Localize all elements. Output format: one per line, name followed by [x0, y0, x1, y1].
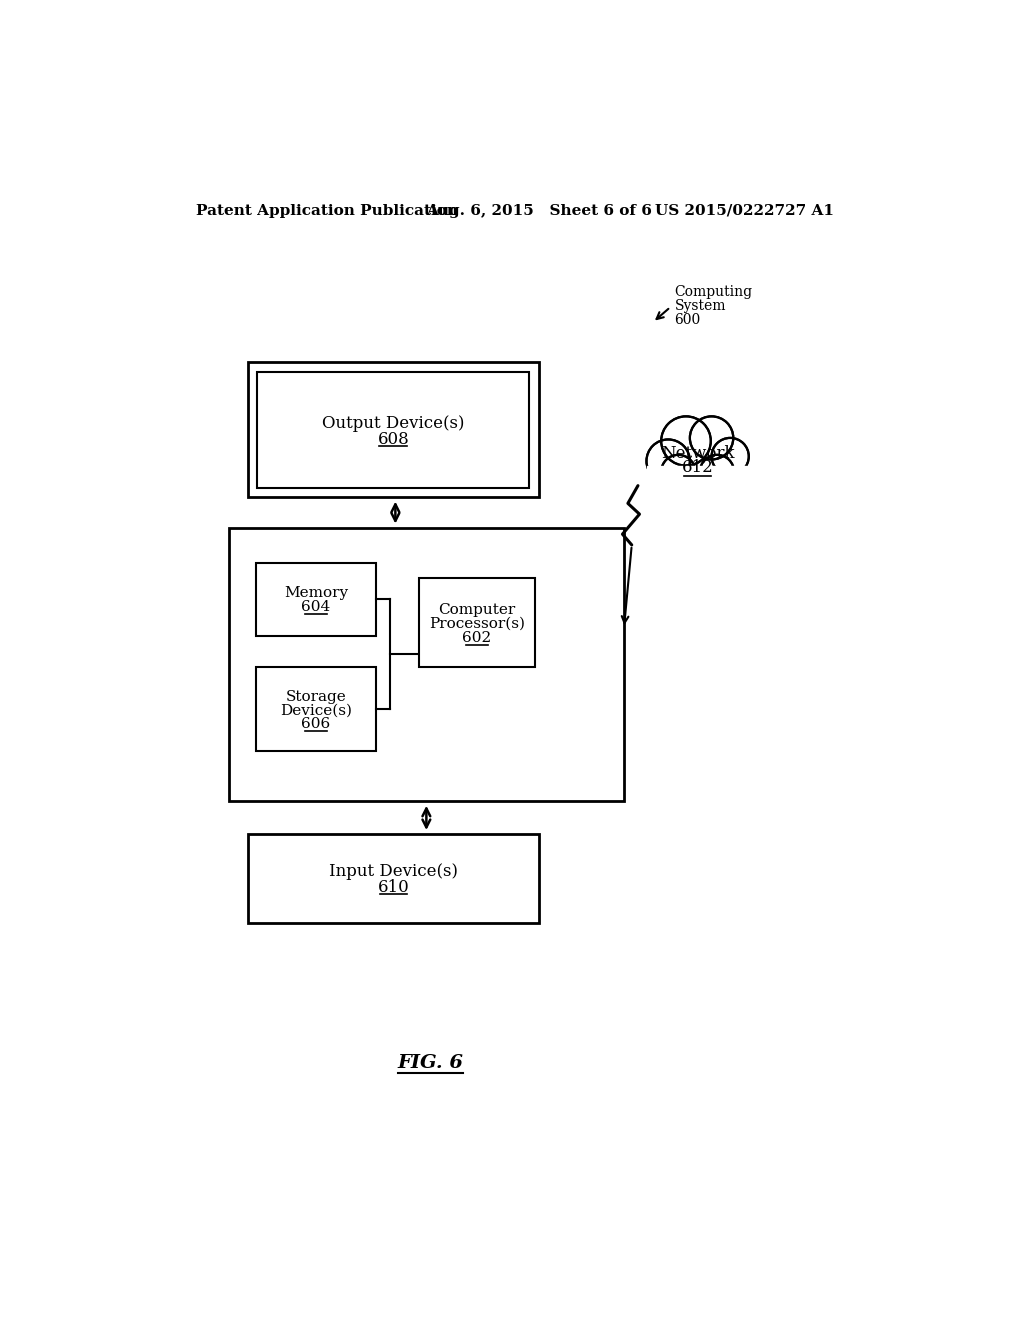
Circle shape: [690, 416, 733, 459]
Polygon shape: [646, 416, 749, 488]
Text: 610: 610: [378, 879, 410, 896]
Bar: [256, 667, 376, 751]
Text: Output Device(s): Output Device(s): [323, 416, 465, 432]
Circle shape: [662, 416, 711, 466]
Text: System: System: [675, 300, 726, 313]
Bar: [419, 578, 535, 667]
Text: Computer: Computer: [438, 603, 515, 616]
Text: Network: Network: [660, 445, 734, 462]
Bar: [228, 528, 624, 801]
Circle shape: [662, 455, 695, 488]
Text: Aug. 6, 2015   Sheet 6 of 6: Aug. 6, 2015 Sheet 6 of 6: [426, 203, 652, 218]
Text: 612: 612: [682, 459, 714, 477]
Text: Memory: Memory: [284, 586, 348, 601]
Text: US 2015/0222727 A1: US 2015/0222727 A1: [655, 203, 834, 218]
Text: Processor(s): Processor(s): [429, 616, 524, 631]
Text: 600: 600: [675, 313, 700, 327]
Text: Patent Application Publication: Patent Application Publication: [197, 203, 458, 218]
Bar: [248, 363, 539, 498]
Bar: [257, 372, 529, 488]
Text: 604: 604: [301, 599, 331, 614]
Bar: [248, 834, 539, 923]
Circle shape: [700, 455, 734, 488]
Text: 602: 602: [462, 631, 492, 644]
Text: FIG. 6: FIG. 6: [397, 1055, 463, 1072]
Text: 608: 608: [378, 430, 410, 447]
Text: Input Device(s): Input Device(s): [329, 863, 458, 880]
Bar: [647, 466, 748, 494]
Text: 606: 606: [301, 717, 331, 731]
Circle shape: [646, 440, 690, 483]
Text: Device(s): Device(s): [280, 704, 352, 718]
Bar: [256, 562, 376, 636]
Text: Computing: Computing: [675, 285, 753, 300]
Circle shape: [712, 438, 749, 475]
Text: Storage: Storage: [286, 689, 346, 704]
